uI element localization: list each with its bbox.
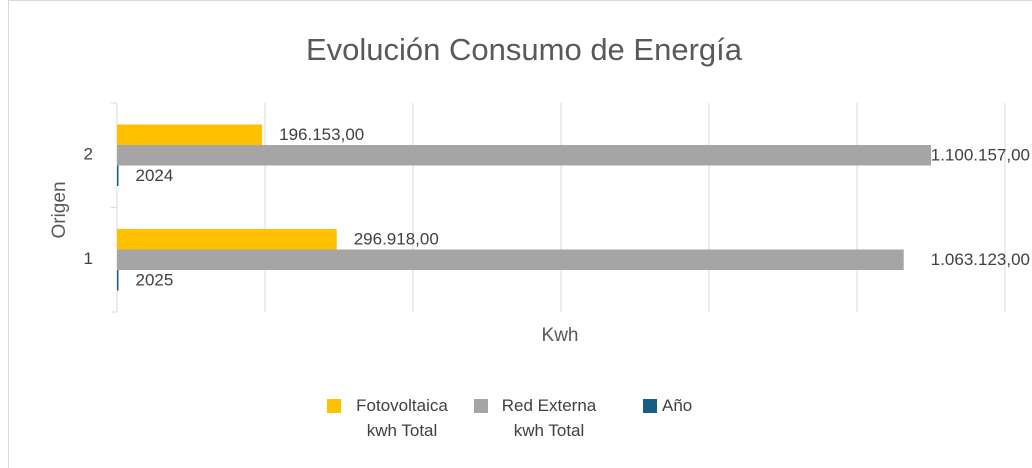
data-label: 1.100.157,00: [931, 146, 1030, 165]
chart-title: Evolución Consumo de Energía: [306, 32, 743, 67]
data-label: 2024: [135, 166, 173, 185]
bar: [117, 145, 932, 166]
data-label: 1.063.123,00: [931, 250, 1030, 269]
legend-swatch: [327, 399, 341, 413]
legend-item: Red Externa kwh Total: [474, 393, 605, 443]
legend-item: Fotovoltaica kwh Total: [327, 393, 458, 443]
bar: [117, 249, 904, 270]
y-tick-label: 1: [84, 249, 93, 268]
bar: [117, 165, 119, 186]
legend-label: Red Externa kwh Total: [501, 396, 597, 440]
legend-swatch: [643, 399, 657, 413]
bar: [117, 124, 263, 145]
bar: [117, 270, 119, 291]
bar: [117, 229, 337, 250]
legend-item: Año: [643, 393, 692, 418]
data-label: 196.153,00: [279, 125, 364, 144]
x-axis-title: Kwh: [542, 325, 579, 346]
y-tick-label: 2: [84, 145, 93, 164]
data-label: 296.918,00: [354, 230, 439, 249]
data-label: 2025: [135, 271, 173, 290]
legend-swatch: [474, 399, 488, 413]
legend-label: Fotovoltaica kwh Total: [356, 396, 448, 440]
legend-label: Año: [662, 396, 693, 415]
y-axis-title: Origen: [49, 181, 70, 238]
